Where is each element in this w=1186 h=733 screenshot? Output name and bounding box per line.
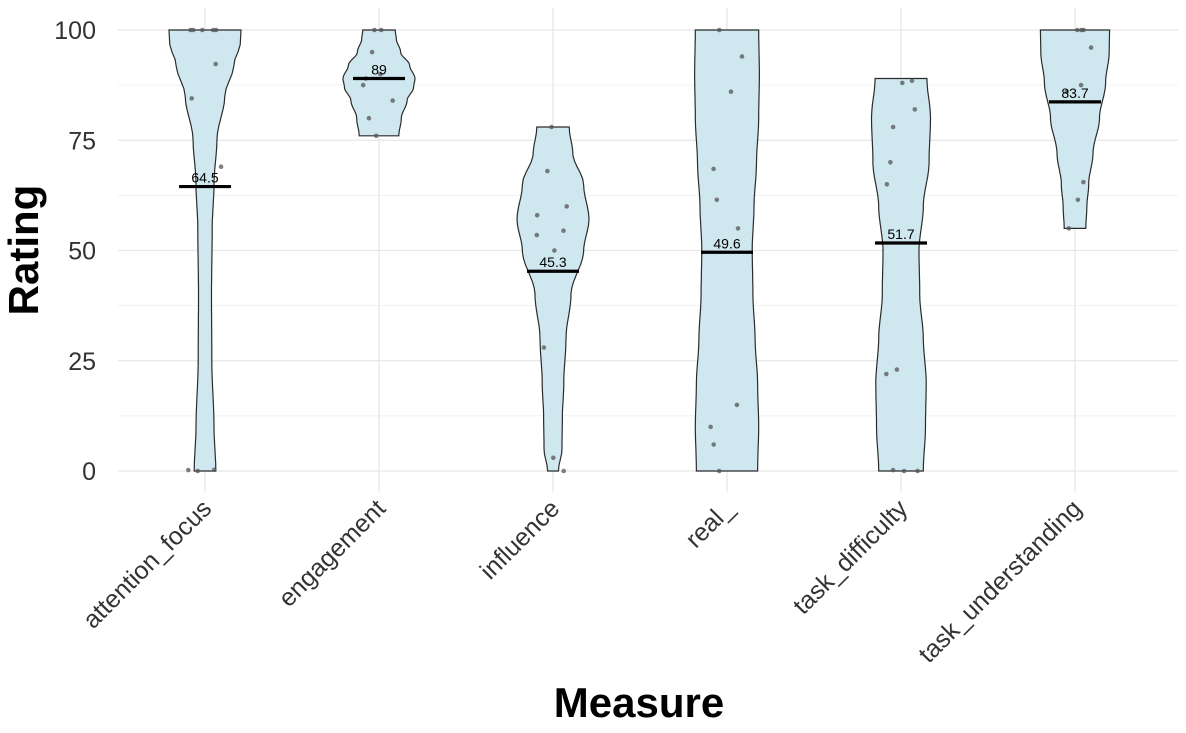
data-point	[195, 468, 200, 474]
x-tick-label: task_understanding	[913, 494, 1087, 668]
data-point	[551, 455, 556, 461]
y-tick-label: 50	[68, 238, 96, 266]
violin-attention_focus	[168, 29, 242, 472]
x-tick-label: real_	[680, 494, 740, 554]
mean-label: 49.6	[713, 235, 740, 251]
data-point	[552, 248, 557, 253]
x-tick-label: engagement	[273, 494, 391, 612]
violin-task_difficulty	[870, 77, 932, 472]
data-points	[186, 27, 1094, 474]
data-point	[1064, 89, 1070, 94]
data-point	[534, 212, 540, 218]
data-point	[734, 402, 740, 408]
data-point	[714, 197, 720, 203]
mean-label: 64.5	[191, 170, 218, 186]
data-point	[191, 27, 196, 33]
mean-label: 83.7	[1061, 85, 1088, 101]
data-point	[372, 27, 377, 33]
data-point	[561, 468, 566, 474]
data-point	[373, 133, 379, 139]
data-point	[541, 345, 547, 350]
mean-label: 89	[371, 62, 387, 78]
data-point	[711, 442, 716, 447]
data-point	[901, 468, 907, 474]
data-point	[218, 164, 224, 169]
grid	[118, 8, 1178, 492]
data-point	[912, 107, 918, 112]
data-point	[378, 27, 384, 33]
data-point	[739, 54, 745, 59]
data-point	[716, 468, 722, 474]
data-point	[711, 166, 716, 172]
mean-markers: 64.5 89 45.3 49.6 51.7 83.7	[179, 62, 1101, 273]
violin-influence	[516, 126, 590, 472]
data-point	[549, 124, 554, 130]
data-point	[390, 98, 396, 103]
mean-label: 51.7	[887, 226, 914, 242]
data-point	[1081, 179, 1086, 185]
x-axis-title: Measure	[554, 679, 724, 726]
violin-engagement	[342, 29, 416, 137]
data-point	[369, 49, 375, 55]
y-tick-label: 0	[82, 458, 96, 486]
y-tick-label: 25	[68, 348, 96, 376]
x-tick-label: influence	[475, 494, 566, 585]
data-point	[564, 204, 569, 209]
y-axis-title: Rating	[0, 185, 47, 316]
data-point	[378, 71, 383, 77]
data-point	[884, 371, 889, 377]
data-point	[1075, 197, 1081, 203]
data-point	[735, 226, 741, 231]
data-point	[186, 467, 191, 473]
data-point	[1078, 82, 1084, 88]
data-point	[213, 61, 218, 67]
violin-task_understanding	[1039, 29, 1111, 229]
data-point	[200, 27, 205, 33]
data-point	[884, 182, 890, 187]
data-point	[360, 82, 366, 88]
data-point	[894, 367, 900, 372]
data-point	[915, 468, 920, 474]
data-point	[890, 467, 896, 473]
x-tick-label: task_difficulty	[788, 494, 914, 620]
data-point	[1088, 45, 1094, 50]
data-point	[888, 160, 893, 165]
x-tick-label: attention_focus	[78, 494, 218, 634]
data-point	[717, 27, 722, 33]
data-point	[561, 228, 566, 233]
data-point	[1075, 27, 1080, 33]
y-tick-label: 75	[68, 127, 96, 155]
data-point	[708, 424, 713, 430]
data-point	[213, 27, 219, 33]
y-tick-label: 100	[54, 17, 96, 45]
data-point	[728, 89, 734, 94]
data-point	[1079, 27, 1084, 33]
mean-label: 45.3	[539, 254, 566, 270]
violin-real_	[693, 29, 761, 472]
data-point	[890, 124, 896, 130]
data-point	[545, 168, 550, 174]
data-point	[212, 467, 217, 473]
y-axis-ticks: 0 25 50 75 100	[54, 17, 96, 486]
data-point	[1066, 226, 1072, 231]
data-point	[189, 96, 194, 101]
data-point	[366, 115, 372, 121]
data-point	[900, 80, 905, 86]
x-axis-ticks: attention_focus engagement influence real_ t…	[78, 494, 1088, 669]
data-point	[909, 78, 915, 83]
data-point	[534, 232, 540, 238]
